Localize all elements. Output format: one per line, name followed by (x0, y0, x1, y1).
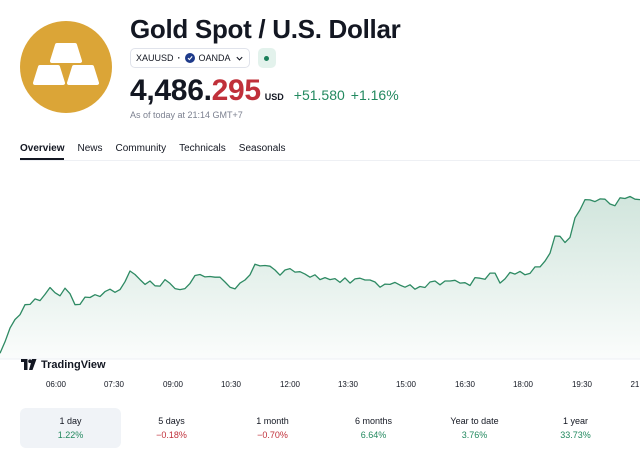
range-6-months[interactable]: 6 months 6.64% (323, 408, 424, 448)
range-label: 1 year (562, 416, 588, 426)
range-1-day[interactable]: 1 day 1.22% (20, 408, 121, 448)
range-label: 6 months (354, 416, 393, 426)
range-label: 1 day (59, 416, 82, 426)
price-main: 4,486. (130, 74, 212, 107)
range-value: 6.64% (360, 430, 387, 440)
time-tick-label: 15:00 (395, 380, 417, 389)
range-1-month[interactable]: 1 month −0.70% (222, 408, 323, 448)
tab-overview[interactable]: Overview (20, 143, 65, 160)
tabs-divider (20, 160, 640, 161)
price-chart[interactable] (0, 162, 640, 392)
currency-label: USD (264, 92, 284, 102)
range-value: −0.70% (257, 430, 288, 440)
range-label: 1 month (256, 416, 289, 426)
time-tick-label: 12:00 (279, 380, 301, 389)
time-tick-label: 06:00 (45, 380, 67, 389)
price-change-percent: +1.16% (350, 87, 399, 103)
broker-label: OANDA (198, 53, 231, 63)
tradingview-label: TradingView (41, 359, 106, 371)
tab-community[interactable]: Community (115, 143, 167, 154)
symbol-label: XAUUSD (136, 53, 174, 63)
symbol-meta: XAUUSD · OANDA (130, 48, 276, 68)
tradingview-watermark: TradingView (21, 359, 106, 371)
tab-bar: Overview News Community Technicals Seaso… (20, 143, 298, 160)
market-status-dot-icon (264, 55, 270, 61)
range-value: −0.18% (156, 430, 187, 440)
price-row: 4,486. 295 USD +51.580 +1.16% (130, 74, 399, 108)
price-area (0, 196, 640, 359)
time-tick-label: 10:30 (220, 380, 242, 389)
range-value: 1.22% (57, 430, 84, 440)
price-tail: 295 (211, 74, 261, 107)
price-chart-svg[interactable] (0, 162, 640, 392)
market-status-button[interactable] (257, 48, 276, 68)
time-tick-label: 16:30 (454, 380, 476, 389)
price-change: +51.580 (293, 87, 345, 103)
range-value: 3.76% (461, 430, 488, 440)
time-axis: 06:00 07:30 09:00 10:30 12:00 13:30 15:00 16:30… (0, 380, 640, 392)
as-of-timestamp: As of today at 21:14 GMT+7 (130, 110, 243, 120)
time-tick-label: 09:00 (162, 380, 184, 389)
range-selector: 1 day 1.22% 5 days −0.18% 1 month −0.70%… (20, 408, 640, 448)
gold-bars-icon (33, 43, 99, 85)
page-title: Gold Spot / U.S. Dollar (130, 14, 401, 44)
symbol-chip[interactable]: XAUUSD · OANDA (130, 48, 250, 68)
separator-dot: · (177, 53, 181, 63)
tab-seasonals[interactable]: Seasonals (238, 143, 286, 154)
tab-technicals[interactable]: Technicals (179, 143, 226, 154)
range-5-days[interactable]: 5 days −0.18% (121, 408, 222, 448)
time-tick-label: 21: (630, 380, 640, 389)
range-1-year[interactable]: 1 year 33.73% (525, 408, 626, 448)
range-value: 33.73% (560, 430, 591, 440)
range-label: 5 days (158, 416, 185, 426)
time-tick-label: 19:30 (571, 380, 593, 389)
range-label: Year to date (450, 416, 499, 426)
time-tick-label: 18:00 (512, 380, 534, 389)
chevron-down-icon (235, 56, 243, 61)
tab-news[interactable]: News (77, 143, 103, 154)
time-tick-label: 07:30 (103, 380, 125, 389)
tradingview-logo-icon (21, 359, 37, 370)
time-tick-label: 13:30 (337, 380, 359, 389)
gold-bars-logo (20, 21, 112, 113)
broker-badge-icon (184, 53, 195, 63)
range-year-to-date[interactable]: Year to date 3.76% (424, 408, 525, 448)
price-line (0, 195, 640, 354)
